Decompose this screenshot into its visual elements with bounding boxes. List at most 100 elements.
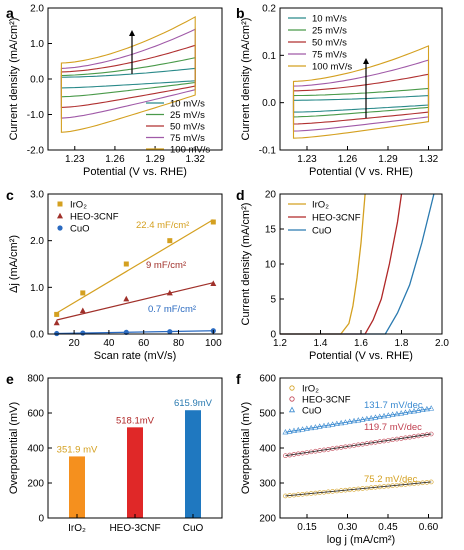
y-tick-label-a: -1.0 — [27, 110, 45, 121]
legend-marker-f — [289, 396, 295, 402]
y-tick-label-d: 15 — [265, 225, 277, 236]
slope-label-f: 131.7 mV/dec — [364, 400, 423, 411]
y-axis-label-b: Current density (mA/cm²) — [240, 18, 252, 141]
fit-line-c — [56, 282, 214, 321]
legend-label-a: 100 mV/s — [170, 145, 210, 156]
y-tick-label-f: 200 — [259, 514, 276, 525]
y-tick-label-d: 10 — [265, 260, 277, 271]
legend-label-d: IrO₂ — [312, 200, 329, 211]
x-tick-label-a: 1.26 — [105, 154, 125, 165]
slope-label-c: 0.7 mF/cm² — [148, 304, 196, 315]
legend-label-a: 10 mV/s — [170, 99, 205, 110]
y-tick-label-f: 500 — [259, 409, 276, 420]
y-tick-label-b: -0.1 — [259, 146, 277, 157]
legend-label-c: IrO₂ — [70, 200, 87, 211]
panel-letter-f: f — [236, 371, 241, 387]
x-tick-label-d: 1.6 — [354, 338, 368, 349]
panel-e: 351.9 mV IrO₂ 518.1mV HEO-3CNF 615.9mV CuO 0 20… — [8, 374, 223, 534]
data-point-c — [123, 295, 130, 302]
x-tick-label-f: 0.60 — [419, 522, 439, 533]
legend-label-b: 10 mV/s — [312, 14, 347, 25]
legend-marker-f — [288, 406, 296, 413]
x-tick-label-c: 40 — [103, 338, 115, 349]
legend-label-a: 50 mV/s — [170, 122, 205, 133]
cv-curve-a — [60, 15, 196, 133]
legend-label-b: 25 mV/s — [312, 26, 347, 37]
y-tick-label-e: 600 — [27, 409, 44, 420]
data-point-c — [167, 329, 173, 335]
bar-e — [69, 456, 85, 518]
x-tick-label-d: 1.8 — [395, 338, 409, 349]
legend-label-c: CuO — [70, 224, 90, 235]
y-tick-label-b: 0.1 — [262, 51, 276, 62]
cv-curve-b — [292, 95, 430, 113]
data-point-c — [80, 330, 86, 336]
legend-label-f: IrO₂ — [302, 384, 319, 395]
data-point-c — [167, 238, 173, 244]
panel-letter-a: a — [6, 5, 14, 21]
x-tick-label-f: 0.45 — [378, 522, 398, 533]
legend-marker-f — [289, 385, 295, 391]
y-axis-label-a: Current density (mA/cm²) — [8, 18, 20, 141]
x-tick-label-a: 1.32 — [185, 154, 205, 165]
panel-c: 22.4 mF/cm² IrO₂ 9 mF/cm² HEO-3CNF 0.7 mF/cm… — [8, 190, 223, 362]
y-axis-label-d: Current density (mA/cm²) — [240, 203, 252, 326]
data-point-c — [54, 311, 60, 317]
data-point-c — [166, 289, 173, 296]
x-tick-label-c: 20 — [69, 338, 81, 349]
legend-label-b: 50 mV/s — [312, 38, 347, 49]
panel-letter-b: b — [236, 5, 245, 21]
data-point-c — [210, 219, 216, 225]
x-tick-label-d: 2.0 — [435, 338, 449, 349]
legend-marker-c — [57, 212, 63, 219]
legend-label-c: HEO-3CNF — [70, 212, 119, 223]
x-tick-label-f: 0.30 — [338, 522, 358, 533]
data-point-c — [80, 290, 86, 296]
y-tick-label-e: 200 — [27, 479, 44, 490]
cv-curve-b — [292, 87, 430, 118]
data-point-c — [53, 319, 60, 326]
x-tick-label-f: 0.15 — [297, 522, 317, 533]
y-tick-label-c: 3.0 — [30, 190, 44, 201]
data-point-c — [79, 307, 86, 314]
y-tick-label-a: 2.0 — [30, 4, 44, 15]
x-axis-label-b: Potential (V vs. RHE) — [309, 166, 413, 178]
slope-label-f: 119.7 mV/dec — [364, 422, 422, 433]
bar-e — [127, 427, 143, 518]
y-axis-label-c: Δj (mA/cm²) — [8, 235, 20, 293]
slope-label-f: 75.2 mV/dec — [364, 474, 418, 485]
y-tick-label-a: 0.0 — [30, 75, 44, 86]
y-tick-label-a: 1.0 — [30, 39, 44, 50]
legend-label-a: 25 mV/s — [170, 110, 205, 121]
panel-a: 1.23 1.26 1.29 1.32 -2.0 -1.0 0.0 1.0 2.0 Potenti… — [8, 4, 223, 178]
x-axis-label-c: Scan rate (mV/s) — [94, 350, 177, 362]
y-tick-label-e: 0 — [38, 514, 44, 525]
y-tick-label-d: 0 — [270, 330, 276, 341]
y-tick-label-c: 2.0 — [30, 236, 44, 247]
x-tick-label-b: 1.32 — [419, 154, 439, 165]
plot-frame-b — [279, 7, 443, 151]
legend-label-f: CuO — [302, 406, 322, 417]
arrow-head-a — [129, 30, 135, 36]
data-point-c — [210, 280, 217, 286]
panel-letter-e: e — [6, 371, 14, 387]
legend-label-b: 75 mV/s — [312, 50, 347, 61]
slope-label-c: 9 mF/cm² — [146, 260, 186, 271]
x-axis-label-d: Potential (V vs. RHE) — [309, 350, 413, 362]
tafel-fit-f — [285, 481, 432, 497]
bar-e — [185, 410, 201, 518]
legend-label-a: 75 mV/s — [170, 133, 205, 144]
legend-marker-c — [57, 225, 63, 231]
panel-letter-c: c — [6, 187, 14, 203]
y-tick-label-e: 800 — [27, 374, 44, 385]
arrow-head-b — [363, 58, 369, 64]
x-tick-label-d: 1.2 — [273, 338, 287, 349]
x-tick-label-c: 100 — [205, 338, 222, 349]
panel-d: 1.2 1.4 1.6 1.8 2.0 0 5 10 15 20 Potential (V vs. … — [240, 190, 449, 363]
bar-value-label-e: 351.9 mV — [57, 444, 98, 455]
fit-line-c — [56, 219, 214, 314]
y-axis-label-f: Overpotential (mV) — [240, 402, 252, 494]
y-tick-label-c: 0.0 — [30, 330, 44, 341]
panel-b: 1.23 1.26 1.29 1.32 -0.1 0.0 0.1 0.2 Potential (… — [240, 4, 443, 178]
